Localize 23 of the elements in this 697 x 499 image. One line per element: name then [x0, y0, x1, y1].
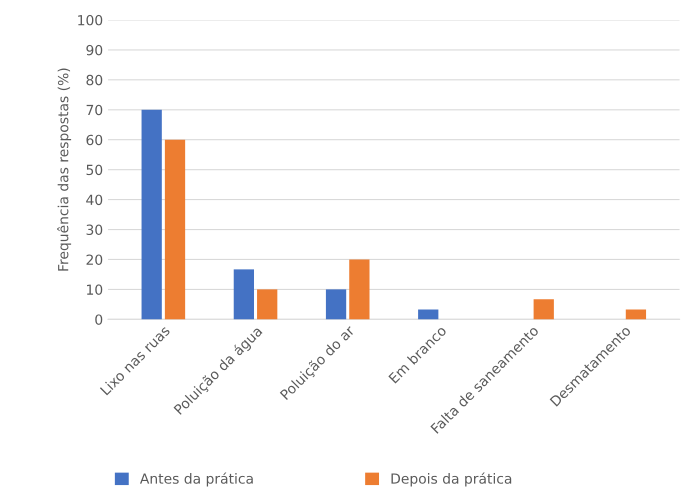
legend-label: Antes da prática	[140, 472, 253, 486]
y-tick-label: 90	[86, 44, 102, 56]
y-tick-label: 20	[86, 254, 102, 265]
bar	[164, 140, 186, 320]
bar	[349, 259, 370, 320]
y-tick-label: 40	[86, 194, 102, 206]
y-tick-label: 30	[86, 224, 102, 236]
y-tick-label: 70	[86, 104, 102, 116]
bar	[257, 289, 278, 320]
y-tick-label: 50	[86, 164, 102, 176]
y-tick-label: 60	[86, 134, 102, 146]
y-tick-label: 80	[86, 74, 102, 86]
y-tick-label: 10	[87, 284, 102, 295]
legend-label: Depois da prática	[392, 472, 512, 486]
bar	[234, 269, 254, 320]
y-axis-title: Frequência das respostas (%)	[57, 68, 72, 271]
y-tick-label: 0	[95, 314, 102, 325]
bar	[534, 299, 554, 320]
bar	[142, 110, 162, 320]
bar	[418, 309, 438, 320]
bar	[626, 309, 646, 320]
y-tick-label: 100	[78, 14, 102, 26]
bar	[326, 289, 346, 320]
